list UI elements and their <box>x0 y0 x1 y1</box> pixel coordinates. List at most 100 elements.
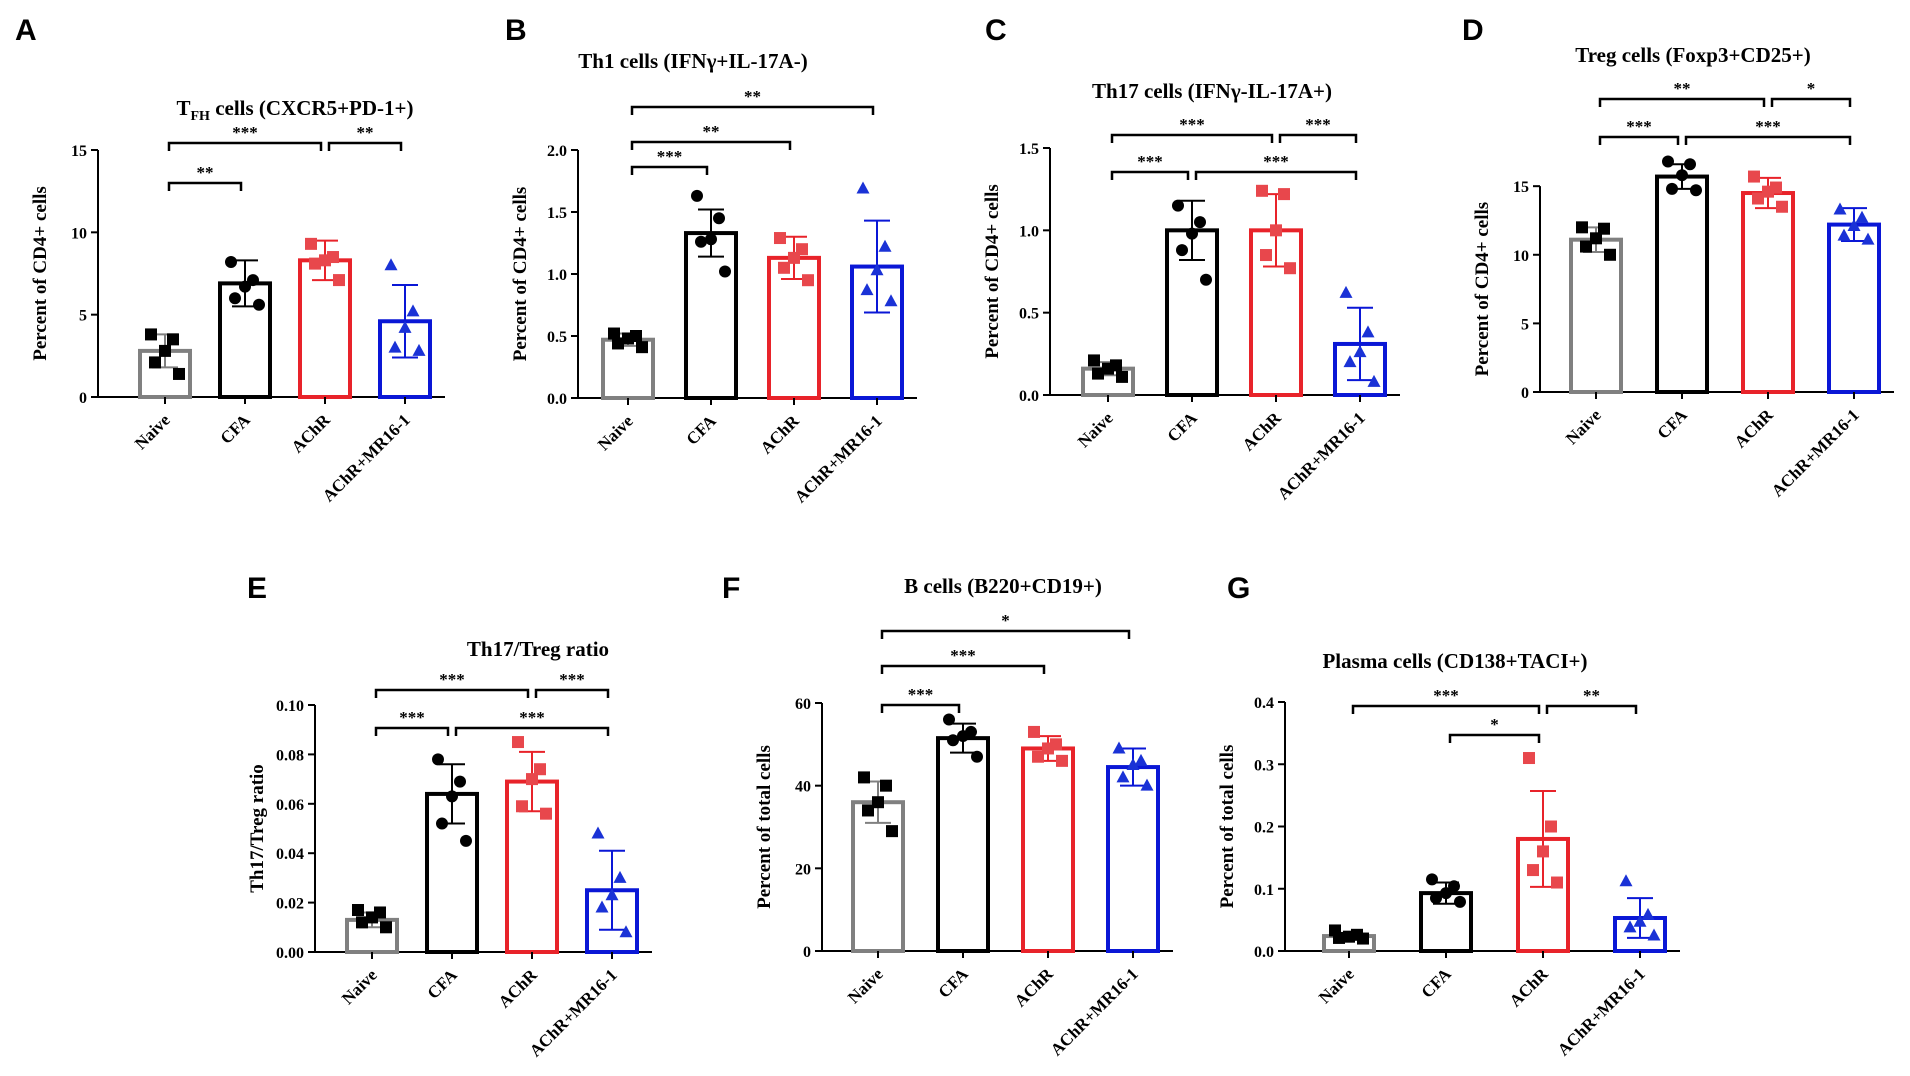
data-point <box>886 825 898 838</box>
title-text: T <box>176 96 190 120</box>
y-tick-label: 1.5 <box>1019 141 1039 158</box>
panel-letter: F <box>722 572 740 605</box>
panel-C: C Th17 cells (IFNγ-IL-17A+) 0.0 0.5 1.0 1.5 Pe… <box>982 14 1400 503</box>
data-point <box>1666 182 1678 195</box>
y-tick-label: 15 <box>71 143 87 160</box>
data-point <box>774 232 786 245</box>
chart-title: Plasma cells (CD138+TACI+) <box>1322 649 1587 673</box>
data-point <box>957 730 969 743</box>
panel-D: D Treg cells (Foxp3+CD25+) 0 5 10 15 Percent o… <box>1462 14 1894 500</box>
data-point <box>1353 345 1367 358</box>
panel-B: B Th1 cells (IFNγ+IL-17A-) 0.0 0.5 1.0 1.5 2.0… <box>505 14 917 506</box>
data-point <box>1357 932 1369 945</box>
y-tick-label: 0.0 <box>1254 944 1274 961</box>
data-point <box>1270 224 1282 237</box>
bar <box>1827 222 1881 394</box>
x-tick-label: AChR <box>288 410 335 457</box>
data-point <box>1028 725 1040 738</box>
data-point <box>695 235 707 248</box>
y-tick-label: 10 <box>1513 248 1529 265</box>
significance-label: *** <box>1179 115 1205 134</box>
x-tick-label: AChR <box>1731 405 1778 452</box>
chart-title: B cells (B220+CD19+) <box>904 574 1102 598</box>
data-point <box>1641 907 1655 920</box>
y-tick-label: 60 <box>795 696 811 713</box>
data-point <box>380 921 392 934</box>
x-tick-label: Naive <box>1562 405 1605 448</box>
data-point <box>691 189 703 202</box>
data-point <box>1647 928 1661 941</box>
data-point <box>516 800 528 813</box>
data-point <box>333 274 345 287</box>
data-point <box>229 292 241 305</box>
data-point <box>595 900 609 913</box>
data-point <box>608 327 620 340</box>
bar <box>1106 765 1160 953</box>
data-point <box>1430 892 1442 905</box>
x-tick-label: AChR+MR16-1 <box>1768 405 1863 500</box>
significance-bracket <box>1545 704 1638 714</box>
x-tick-label: Naive <box>594 411 637 454</box>
data-point <box>1690 184 1702 197</box>
y-axis-label: Th17/Treg ratio <box>247 764 268 893</box>
panel-letter: A <box>15 14 37 47</box>
data-point <box>719 265 731 278</box>
bar <box>1741 191 1795 394</box>
panel-letter: D <box>1462 14 1484 47</box>
y-tick-label: 0.5 <box>1019 306 1039 323</box>
x-tick-label: AChR+MR16-1 <box>791 411 886 506</box>
data-point <box>1752 192 1764 205</box>
data-point <box>1527 864 1539 877</box>
panel-letter: B <box>505 14 527 47</box>
y-tick-label: 0.5 <box>547 329 567 346</box>
significance-bracket <box>1448 733 1541 743</box>
significance-bracket <box>327 141 403 151</box>
panel-letter: C <box>985 14 1007 47</box>
data-point <box>225 255 237 268</box>
bar <box>851 800 905 954</box>
significance-label: ** <box>703 122 720 141</box>
data-point <box>860 283 874 296</box>
significance-label: *** <box>232 123 258 142</box>
panel-letter: G <box>1227 572 1250 605</box>
data-point <box>1116 370 1128 383</box>
significance-label: *** <box>908 685 934 704</box>
data-point <box>880 779 892 792</box>
chart-title: Treg cells (Foxp3+CD25+) <box>1575 43 1810 67</box>
significance-bracket <box>1351 704 1541 714</box>
data-point <box>309 257 321 270</box>
data-point <box>947 734 959 747</box>
data-point <box>1343 355 1357 368</box>
x-tick-label: CFA <box>1654 405 1692 443</box>
data-point <box>1684 158 1696 171</box>
significance-label: ** <box>197 163 214 182</box>
data-point <box>1537 845 1549 858</box>
data-point <box>1448 880 1460 893</box>
chart-title: Th1 cells (IFNγ+IL-17A-) <box>578 49 807 73</box>
data-point <box>1440 887 1452 900</box>
x-tick-label: AChR <box>495 965 542 1012</box>
data-point <box>1361 325 1375 338</box>
significance-bracket <box>1770 97 1852 107</box>
y-tick-label: 40 <box>795 779 811 796</box>
x-tick-label: AChR <box>1239 408 1286 455</box>
significance-bracket <box>880 703 961 713</box>
significance-label: *** <box>559 670 585 689</box>
x-tick-label: AChR <box>1011 964 1058 1011</box>
data-point <box>1551 876 1563 889</box>
data-point <box>1186 227 1198 240</box>
data-point <box>862 804 874 817</box>
data-point <box>1140 778 1154 791</box>
data-point <box>1284 262 1296 275</box>
data-point <box>1623 920 1637 933</box>
y-axis-label: Percent of CD4+ cells <box>1472 202 1493 377</box>
chart-title: TFH cells (CXCR5+PD-1+) <box>176 96 413 124</box>
data-point <box>1776 200 1788 213</box>
data-point <box>1545 820 1557 833</box>
data-point <box>432 753 444 766</box>
x-tick-label: AChR+MR16-1 <box>526 965 621 1060</box>
significance-bracket <box>630 140 792 150</box>
data-point <box>1662 155 1674 168</box>
data-point <box>1576 221 1588 234</box>
data-point <box>1112 741 1126 754</box>
